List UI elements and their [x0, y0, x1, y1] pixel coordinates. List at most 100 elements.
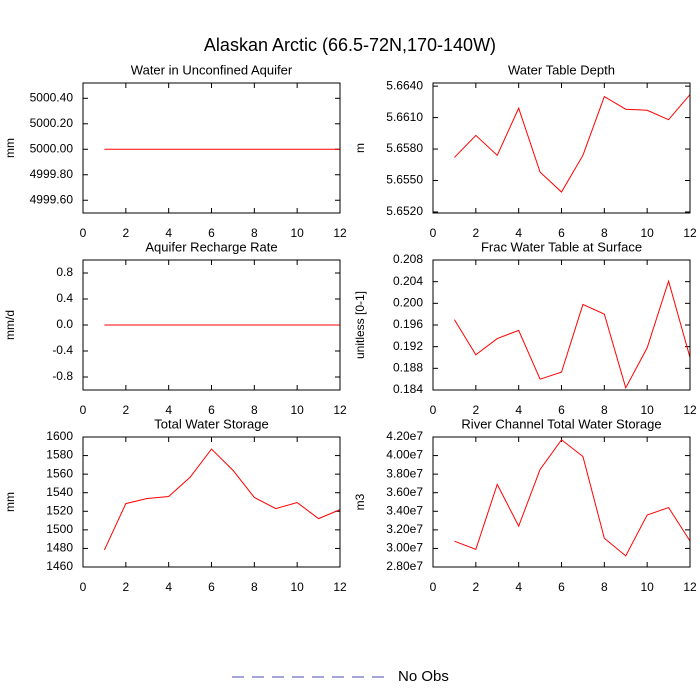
panel-title: Frac Water Table at Surface [481, 239, 642, 254]
x-tick-label: 0 [80, 580, 87, 594]
x-tick-label: 12 [333, 580, 347, 594]
y-tick-label: 0.188 [393, 361, 423, 375]
panel-title: Aquifer Recharge Rate [145, 239, 277, 254]
plot-frame [432, 259, 691, 391]
y-tick-label: 5000.20 [30, 116, 74, 130]
data-line [103, 448, 341, 551]
y-axis-label: mm/d [3, 310, 17, 340]
x-tick-label: 8 [251, 403, 258, 417]
y-tick-label: 5.6550 [386, 173, 423, 187]
y-axis-label: unitless [0-1] [353, 291, 367, 359]
panel-title: River Channel Total Water Storage [461, 416, 661, 431]
legend-label: No Obs [398, 668, 449, 685]
y-tick-label: 0.196 [393, 317, 423, 331]
x-tick-label: 2 [472, 403, 479, 417]
y-tick-label: 5.6520 [386, 204, 423, 218]
y-tick-label: 0.208 [393, 252, 423, 266]
x-tick-label: 4 [165, 403, 172, 417]
y-tick-label: 0.184 [393, 382, 423, 396]
y-tick-label: 3.40e7 [386, 503, 423, 517]
x-tick-label: 6 [558, 580, 565, 594]
y-tick-label: 3.20e7 [386, 522, 423, 536]
x-tick-label: 4 [515, 226, 522, 240]
y-tick-label: 5.6610 [386, 110, 423, 124]
y-axis-label: mm [3, 492, 17, 512]
legend-label: 1850_174 [398, 699, 465, 700]
y-tick-label: 0.0 [56, 317, 73, 331]
x-tick-label: 2 [122, 580, 129, 594]
y-tick-label: 0.204 [393, 274, 423, 288]
x-tick-label: 2 [472, 580, 479, 594]
plot-frame [432, 82, 691, 214]
x-tick-label: 4 [165, 226, 172, 240]
y-tick-label: 1560 [46, 466, 73, 480]
y-tick-label: 5000.40 [30, 90, 74, 104]
x-tick-label: 4 [165, 580, 172, 594]
figure-title: Alaskan Arctic (66.5-72N,170-140W) [204, 35, 496, 55]
x-tick-label: 6 [208, 580, 215, 594]
x-tick-label: 8 [601, 226, 608, 240]
y-tick-label: 1480 [46, 541, 73, 555]
x-tick-label: 10 [640, 580, 654, 594]
y-axis-label: m3 [353, 493, 367, 510]
plot-frame [82, 82, 341, 214]
x-tick-label: 4 [515, 403, 522, 417]
x-tick-label: 12 [333, 226, 347, 240]
x-tick-label: 10 [290, 403, 304, 417]
y-tick-label: 0.200 [393, 296, 423, 310]
y-tick-label: 1580 [46, 448, 73, 462]
x-tick-label: 8 [601, 403, 608, 417]
y-tick-label: 4.00e7 [386, 448, 423, 462]
plot-frame [82, 259, 341, 391]
x-tick-label: 2 [472, 226, 479, 240]
x-tick-label: 8 [251, 580, 258, 594]
y-tick-label: 4999.60 [30, 192, 74, 206]
y-tick-label: 1520 [46, 503, 73, 517]
x-tick-label: 6 [558, 403, 565, 417]
x-tick-label: 6 [208, 403, 215, 417]
panel-title: Water Table Depth [508, 62, 615, 77]
data-line [454, 439, 691, 557]
x-tick-label: 0 [80, 403, 87, 417]
y-tick-label: 0.8 [56, 265, 73, 279]
data-line [454, 94, 691, 193]
x-tick-label: 12 [683, 226, 697, 240]
x-tick-label: 2 [122, 403, 129, 417]
x-tick-label: 12 [333, 403, 347, 417]
y-tick-label: 4999.80 [30, 167, 74, 181]
x-tick-label: 10 [290, 580, 304, 594]
y-tick-label: 2.80e7 [386, 559, 423, 573]
x-tick-label: 2 [122, 226, 129, 240]
y-tick-label: 0.4 [56, 291, 73, 305]
panel-title: Total Water Storage [154, 416, 268, 431]
x-tick-label: 6 [208, 226, 215, 240]
x-tick-label: 0 [430, 226, 437, 240]
x-tick-label: 10 [290, 226, 304, 240]
y-tick-label: 3.00e7 [386, 541, 423, 555]
x-tick-label: 8 [601, 580, 608, 594]
y-tick-label: 5000.00 [30, 141, 74, 155]
y-tick-label: -0.4 [52, 343, 73, 357]
x-tick-label: 0 [430, 403, 437, 417]
plot-frame [82, 436, 341, 568]
panel-title: Water in Unconfined Aquifer [131, 62, 293, 77]
plot-frame [432, 436, 691, 568]
x-tick-label: 8 [251, 226, 258, 240]
x-tick-label: 12 [683, 580, 697, 594]
y-tick-label: 5.6640 [386, 78, 423, 92]
x-tick-label: 10 [640, 226, 654, 240]
y-tick-label: 0.192 [393, 339, 423, 353]
x-tick-label: 10 [640, 403, 654, 417]
y-axis-label: mm [3, 138, 17, 158]
y-tick-label: -0.8 [52, 369, 73, 383]
y-tick-label: 1540 [46, 485, 73, 499]
y-tick-label: 3.80e7 [386, 466, 423, 480]
x-tick-label: 12 [683, 403, 697, 417]
x-tick-label: 0 [430, 580, 437, 594]
y-axis-label: m [353, 143, 367, 153]
y-tick-label: 5.6580 [386, 141, 423, 155]
y-tick-label: 1460 [46, 559, 73, 573]
y-tick-label: 1500 [46, 522, 73, 536]
x-tick-label: 0 [80, 226, 87, 240]
